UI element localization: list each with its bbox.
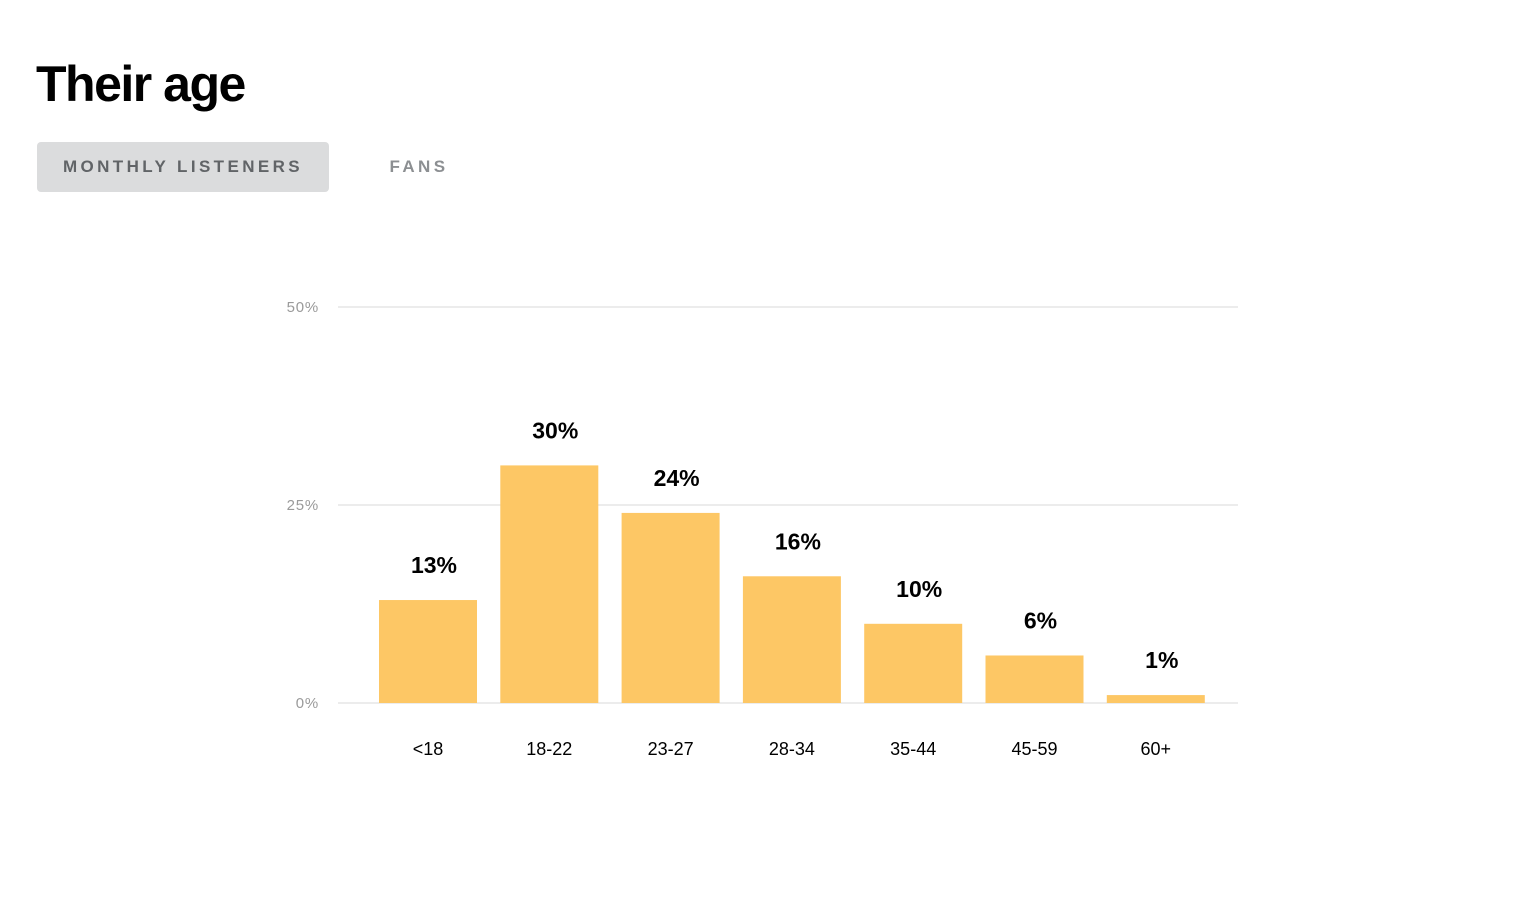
x-tick-label: 28-34 (769, 739, 815, 759)
x-tick-label: 45-59 (1011, 739, 1057, 759)
y-tick-label: 0% (296, 695, 319, 712)
bar (742, 576, 841, 703)
bar-value-label: 6% (1024, 607, 1057, 633)
bar (621, 512, 720, 703)
bar-value-label: 13% (411, 552, 457, 578)
x-tick-label: 18-22 (526, 739, 572, 759)
x-tick-label: <18 (413, 739, 444, 759)
audience-tabs: MONTHLY LISTENERS FANS (37, 142, 509, 192)
x-tick-label: 35-44 (890, 739, 936, 759)
bar-value-label: 30% (532, 417, 578, 443)
x-tick-label: 23-27 (648, 739, 694, 759)
bar (864, 623, 963, 703)
bar-value-label: 16% (775, 528, 821, 554)
y-tick-label: 25% (287, 497, 319, 514)
tab-monthly-listeners[interactable]: MONTHLY LISTENERS (37, 142, 329, 192)
bar (500, 465, 599, 703)
bar-value-label: 1% (1145, 647, 1178, 673)
bar (985, 655, 1084, 703)
bar (379, 600, 477, 703)
y-tick-label: 50% (287, 299, 319, 316)
page-title: Their age (36, 56, 246, 112)
bar (1106, 695, 1205, 703)
bar-value-label: 24% (654, 465, 700, 491)
x-tick-label: 60+ (1141, 739, 1172, 759)
bar-value-label: 10% (896, 576, 942, 602)
tab-fans[interactable]: FANS (389, 157, 449, 176)
